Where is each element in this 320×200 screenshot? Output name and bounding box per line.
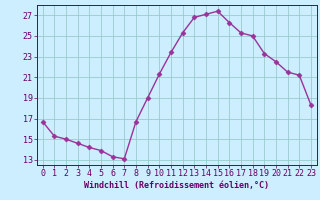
X-axis label: Windchill (Refroidissement éolien,°C): Windchill (Refroidissement éolien,°C) [84, 181, 269, 190]
